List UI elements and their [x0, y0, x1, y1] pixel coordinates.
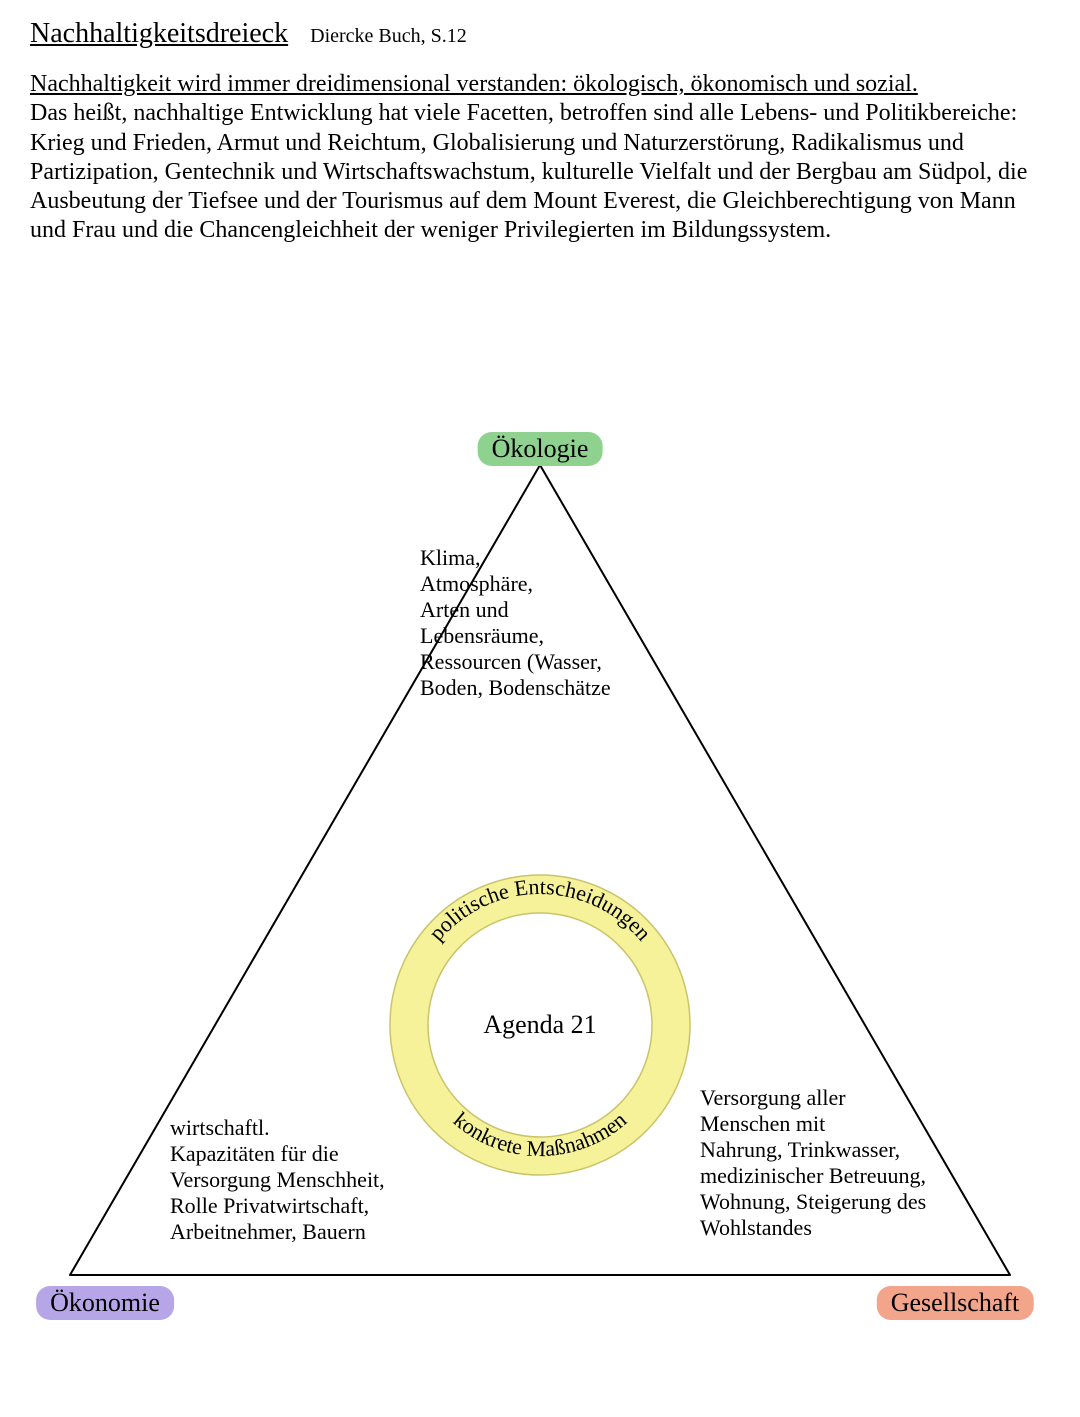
corner-text-oekologie: Klima,Atmosphäre,Arten undLebensräume,Re…: [420, 545, 720, 701]
page-source: Diercke Buch, S.12: [310, 25, 467, 48]
vertex-label-oekologie: Ökologie: [478, 432, 603, 466]
intro-text: Nachhaltigkeit wird immer dreidimensiona…: [30, 70, 1050, 246]
corner-text-oekonomie: wirtschaftl.Kapazitäten für dieVersorgun…: [170, 1115, 470, 1245]
sustainability-triangle-diagram: politische Entscheidungen konkrete Maßna…: [0, 435, 1080, 1405]
page-title: Nachhaltigkeitsdreieck: [30, 20, 288, 48]
intro-body: Das heißt, nachhaltige Entwicklung hat v…: [30, 100, 1027, 243]
corner-text-gesellschaft: Versorgung allerMenschen mitNahrung, Tri…: [700, 1085, 1010, 1241]
vertex-label-gesellschaft: Gesellschaft: [877, 1286, 1034, 1320]
intro-underlined: Nachhaltigkeit wird immer dreidimensiona…: [30, 71, 918, 97]
header: Nachhaltigkeitsdreieck Diercke Buch, S.1…: [30, 20, 1050, 48]
center-label-agenda21: Agenda 21: [483, 1010, 596, 1040]
vertex-label-oekonomie: Ökonomie: [36, 1286, 174, 1320]
